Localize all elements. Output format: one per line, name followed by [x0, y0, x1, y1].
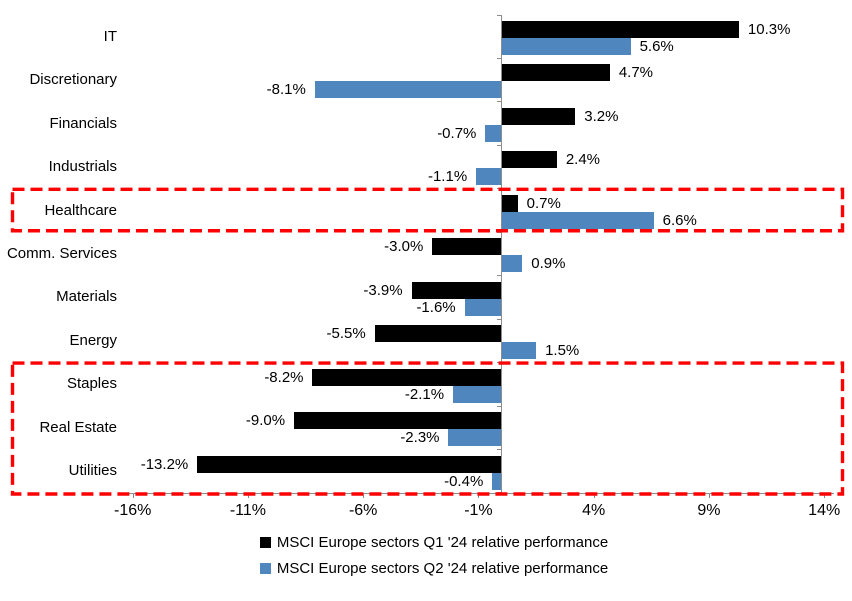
bar: [312, 368, 502, 386]
bar: [501, 255, 523, 273]
bar: [374, 325, 502, 343]
bar: [294, 412, 502, 430]
bar-value-label: -1.1%: [427, 168, 468, 186]
bar-value-label: 0.9%: [531, 255, 566, 273]
bar-value-label: -0.4%: [444, 472, 484, 490]
x-axis-tick: [132, 492, 134, 498]
bar: [501, 38, 631, 55]
bar: [501, 194, 518, 212]
y-axis-tick: [496, 405, 502, 407]
x-axis-tick-label: -16%: [114, 502, 152, 519]
category-label: Healthcare: [44, 201, 117, 219]
x-axis-tick-label: 4%: [582, 502, 606, 519]
bar-value-label: -2.3%: [400, 429, 440, 447]
bar-value-label: -2.1%: [404, 385, 445, 403]
bar-value-label: -8.1%: [266, 81, 306, 99]
x-axis-tick-label: -11%: [229, 502, 267, 519]
bar-value-label: -0.7%: [437, 124, 477, 142]
legend-swatch-q1-icon: [259, 537, 271, 548]
x-axis-tick-label: 9%: [697, 502, 721, 519]
bar-value-label: -8.2%: [264, 368, 304, 386]
bar: [453, 385, 502, 403]
category-label: Energy: [69, 331, 117, 349]
bar: [476, 168, 502, 186]
legend-label-q2: MSCI Europe sectors Q2 '24 relative perf…: [276, 560, 609, 577]
bar: [501, 211, 654, 229]
bar: [501, 64, 610, 82]
y-axis-line: [500, 14, 503, 493]
y-axis-tick: [496, 318, 502, 320]
bar-value-label: 10.3%: [747, 21, 791, 38]
legend: MSCI Europe sectors Q1 '24 relative perf…: [8, 532, 852, 579]
bar-value-label: -3.0%: [384, 238, 424, 256]
y-axis-tick: [496, 14, 502, 16]
category-label: Discretionary: [29, 71, 117, 89]
x-axis-tick: [247, 492, 249, 498]
category-label: Staples: [66, 375, 117, 393]
x-axis-tick: [363, 492, 365, 498]
legend-label-q1: MSCI Europe sectors Q1 '24 relative perf…: [276, 534, 609, 551]
x-axis-tick: [824, 492, 826, 498]
bar-value-label: -3.9%: [363, 281, 403, 299]
category-label: Industrials: [48, 158, 117, 176]
category-label: Financials: [49, 114, 117, 132]
y-axis-tick: [496, 231, 502, 233]
bar: [501, 21, 739, 38]
x-axis-tick: [593, 492, 595, 498]
y-axis-tick: [496, 449, 502, 450]
legend-item-q1: MSCI Europe sectors Q1 '24 relative perf…: [259, 532, 609, 553]
x-axis-tick: [708, 492, 710, 498]
bar: [501, 151, 557, 169]
bar-value-label: -5.5%: [326, 325, 366, 343]
bar-value-label: 0.7%: [526, 194, 561, 212]
y-axis-tick: [496, 57, 502, 59]
bar-value-label: 2.4%: [565, 151, 601, 169]
y-axis-tick: [496, 144, 502, 146]
x-axis-tick: [478, 492, 480, 498]
bar-value-label: 4.7%: [618, 64, 654, 82]
x-axis-tick-label: -6%: [348, 502, 378, 519]
bar: [432, 238, 502, 256]
legend-swatch-q2-icon: [259, 563, 271, 574]
bar: [501, 342, 537, 360]
bar: [448, 429, 502, 447]
x-axis-tick-label: 14%: [808, 502, 841, 519]
category-label: Comm. Services: [6, 244, 117, 262]
bar: [464, 298, 502, 316]
bar-value-label: 6.6%: [662, 211, 697, 229]
bar: [197, 455, 502, 473]
y-axis-tick: [496, 101, 502, 103]
bar-value-label: 3.2%: [584, 107, 619, 125]
category-label: Real Estate: [39, 418, 117, 436]
bar-value-label: -1.6%: [416, 298, 456, 316]
category-label: Materials: [56, 288, 117, 306]
bar-value-label: 5.6%: [639, 38, 674, 55]
bar-value-label: 1.5%: [545, 342, 580, 360]
bar: [314, 81, 502, 99]
x-axis-tick-label: -1%: [464, 502, 493, 519]
y-axis-tick: [496, 362, 502, 364]
bar-value-label: -9.0%: [245, 412, 286, 430]
x-axis-line: [119, 492, 834, 494]
y-axis-tick: [496, 275, 502, 277]
category-label: IT: [103, 27, 117, 45]
legend-item-q2: MSCI Europe sectors Q2 '24 relative perf…: [259, 558, 609, 579]
bar-value-label: -13.2%: [140, 455, 189, 473]
category-label: Utilities: [68, 462, 117, 480]
bar: [485, 124, 502, 142]
y-axis-tick: [496, 188, 502, 190]
bar: [411, 281, 502, 299]
bar: [501, 107, 576, 125]
